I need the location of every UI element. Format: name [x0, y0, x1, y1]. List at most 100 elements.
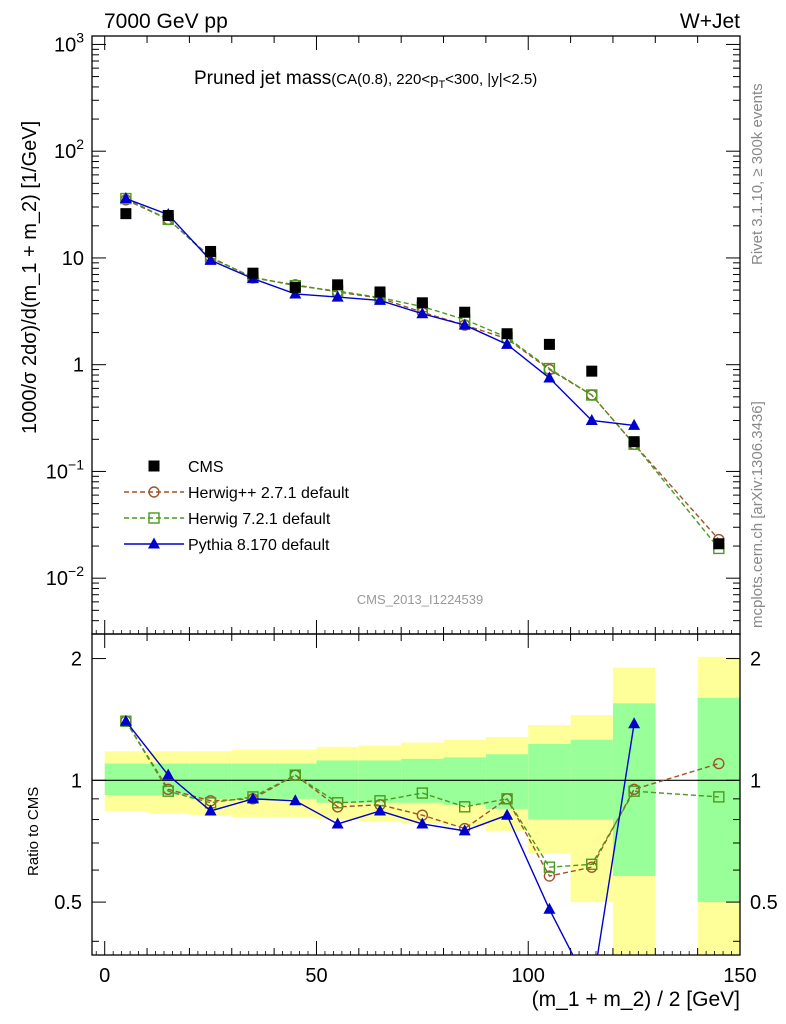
- x-tick-label: 150: [723, 965, 756, 987]
- legend-marker-cms: [148, 460, 160, 472]
- legend-label-herwig-2-7-1-default: Herwig++ 2.7.1 default: [188, 485, 350, 502]
- inner-band-bin: [528, 743, 571, 820]
- x-tick-label: 50: [305, 965, 327, 987]
- x-axis-title: (m_1 + m_2) / 2 [GeV]: [532, 988, 740, 1011]
- y-tick-label: 10−1: [46, 456, 84, 483]
- y-tick-label-exponent: 3: [76, 29, 84, 45]
- plot-title-sub-pre: (CA(0.8), 220<p: [331, 71, 438, 88]
- header-energy: 7000 GeV pp: [104, 10, 228, 33]
- data-point-cms: [416, 297, 428, 309]
- data-point-cms: [586, 365, 598, 377]
- ratio-point-herwig-7-2-1-default: [501, 793, 513, 805]
- y-tick-label-base: 10: [46, 461, 68, 483]
- uncertainty-bands: [104, 656, 740, 955]
- ratio-y-tick-label-right: 2: [750, 649, 761, 671]
- data-point-cms: [120, 208, 132, 220]
- ratio-point-herwig-7-2-1-default: [331, 797, 344, 809]
- ratio-y-axis-title: Ratio to CMS: [25, 787, 42, 876]
- legend: CMS Herwig++ 2.7.1 default Herwig 7.2.1 de…: [124, 459, 350, 554]
- data-point-cms: [162, 209, 174, 221]
- data-point-herwig-7-2-1-default: [586, 389, 598, 401]
- main-series: [119, 192, 725, 555]
- x-tick-label: 0: [99, 965, 110, 987]
- ratio-point-herwig-7-2-1-default: [416, 787, 429, 799]
- inner-band-bin: [697, 697, 740, 903]
- ratio-point-pythia-8-170-default: [416, 817, 429, 829]
- y-tick-label-base: 10: [54, 141, 76, 163]
- mcplots-label: mcplots.cern.ch [arXiv:1306.3436]: [749, 401, 766, 628]
- ratio-point-herwig-7-2-1-default: [713, 791, 725, 803]
- plot-title-sub-subscript: T: [438, 79, 445, 91]
- ratio-point-herwig-2-7-1-default: [713, 757, 725, 770]
- ratio-point-herwig-2-7-1-default: [543, 870, 556, 882]
- ratio-point-herwig-7-2-1-default: [162, 785, 174, 797]
- ratio-point-pythia-8-170-default: [246, 792, 259, 804]
- legend-marker-herwig-2-7-1-default: [148, 486, 160, 498]
- ratio-point-pythia-8-170-default: [458, 824, 471, 836]
- ratio-frame: [91, 633, 741, 956]
- plot-title-sub-post: <300, |y|<2.5): [445, 71, 537, 88]
- x-tick-label: 100: [512, 965, 545, 987]
- ratio-point-pythia-8-170-default: [543, 902, 556, 914]
- analysis-watermark: CMS_2013_I1224539: [357, 592, 484, 607]
- inner-band-bin: [189, 763, 232, 799]
- y-tick-label-exponent: 2: [76, 136, 84, 152]
- ratio-point-pythia-8-170-default: [162, 768, 175, 780]
- data-point-cms: [205, 245, 217, 257]
- legend-marker-pythia-8-170-default: [148, 537, 160, 549]
- y-tick-label: 10: [62, 248, 84, 270]
- ratio-y-tick-label-right: 0.5: [750, 892, 778, 914]
- data-point-pythia-8-170-default: [543, 371, 556, 383]
- ratio-point-pythia-8-170-default: [374, 804, 386, 816]
- ratio-point-herwig-7-2-1-default: [628, 785, 640, 797]
- ratio-point-pythia-8-170-default: [204, 804, 217, 816]
- y-tick-label: 1: [73, 355, 84, 377]
- y-tick-label-base: 10: [46, 568, 68, 590]
- inner-band-bin: [485, 754, 529, 809]
- ratio-y-tick-label: 1: [71, 770, 82, 792]
- legend-label-cms: CMS: [188, 459, 224, 476]
- y-tick-label-base: 10: [54, 34, 76, 56]
- ratio-point-pythia-8-170-default: [628, 717, 641, 729]
- inner-band-bin: [570, 739, 613, 820]
- ratio-panel: 0 50 100 150 0.5 0.5 1 1 2 2: [54, 633, 778, 987]
- ratio-line-herwig-2-7-1-default: [125, 720, 720, 877]
- y-tick-label-exponent: −1: [68, 456, 84, 472]
- data-point-pythia-8-170-default: [119, 192, 132, 204]
- ratio-y-tick-label-right: 1: [750, 770, 761, 792]
- rivet-version-label: Rivet 3.1.10, ≥ 300k events: [749, 83, 766, 265]
- ratio-point-herwig-7-2-1-default: [543, 861, 556, 873]
- ratio-point-herwig-7-2-1-default: [289, 769, 301, 781]
- data-point-pythia-8-170-default: [458, 318, 471, 330]
- legend-marker-herwig-7-2-1-default: [148, 512, 160, 524]
- data-point-pythia-8-170-default: [628, 418, 641, 430]
- data-point-cms: [247, 267, 259, 279]
- data-point-cms: [628, 436, 640, 448]
- legend-label-herwig-7-2-1-default: Herwig 7.2.1 default: [188, 511, 331, 528]
- data-point-pythia-8-170-default: [289, 287, 302, 299]
- data-point-pythia-8-170-default: [585, 414, 598, 426]
- data-point-cms: [543, 338, 555, 350]
- ratio-point-pythia-8-170-default: [119, 714, 132, 726]
- ratio-series: [119, 714, 725, 955]
- data-point-pythia-8-170-default: [204, 253, 217, 265]
- data-point-cms: [332, 279, 344, 291]
- y-tick-label-exponent: −2: [68, 563, 84, 579]
- inner-band-bin: [612, 703, 656, 877]
- plot-title-main: Pruned jet mass: [194, 68, 331, 89]
- data-point-pythia-8-170-default: [416, 307, 429, 319]
- inner-band-bin: [104, 763, 148, 795]
- data-point-pythia-8-170-default: [501, 337, 514, 349]
- inner-band-bin: [274, 763, 317, 799]
- ratio-point-pythia-8-170-default: [289, 794, 302, 806]
- y-axis-title: 1000/σ 2dσ)/d(m_1 + m_2) [1/GeV]: [19, 121, 41, 434]
- ratio-line-herwig-7-2-1-default: [125, 720, 719, 868]
- data-point-pythia-8-170-default: [374, 293, 386, 305]
- plot-title: Pruned jet mass(CA(0.8), 220<pT<300, |y|…: [194, 68, 537, 91]
- y-tick-label: 102: [54, 136, 84, 163]
- data-point-cms: [501, 328, 513, 340]
- y-tick-label: 10−2: [46, 563, 84, 590]
- ratio-y-tick-label: 2: [71, 649, 82, 671]
